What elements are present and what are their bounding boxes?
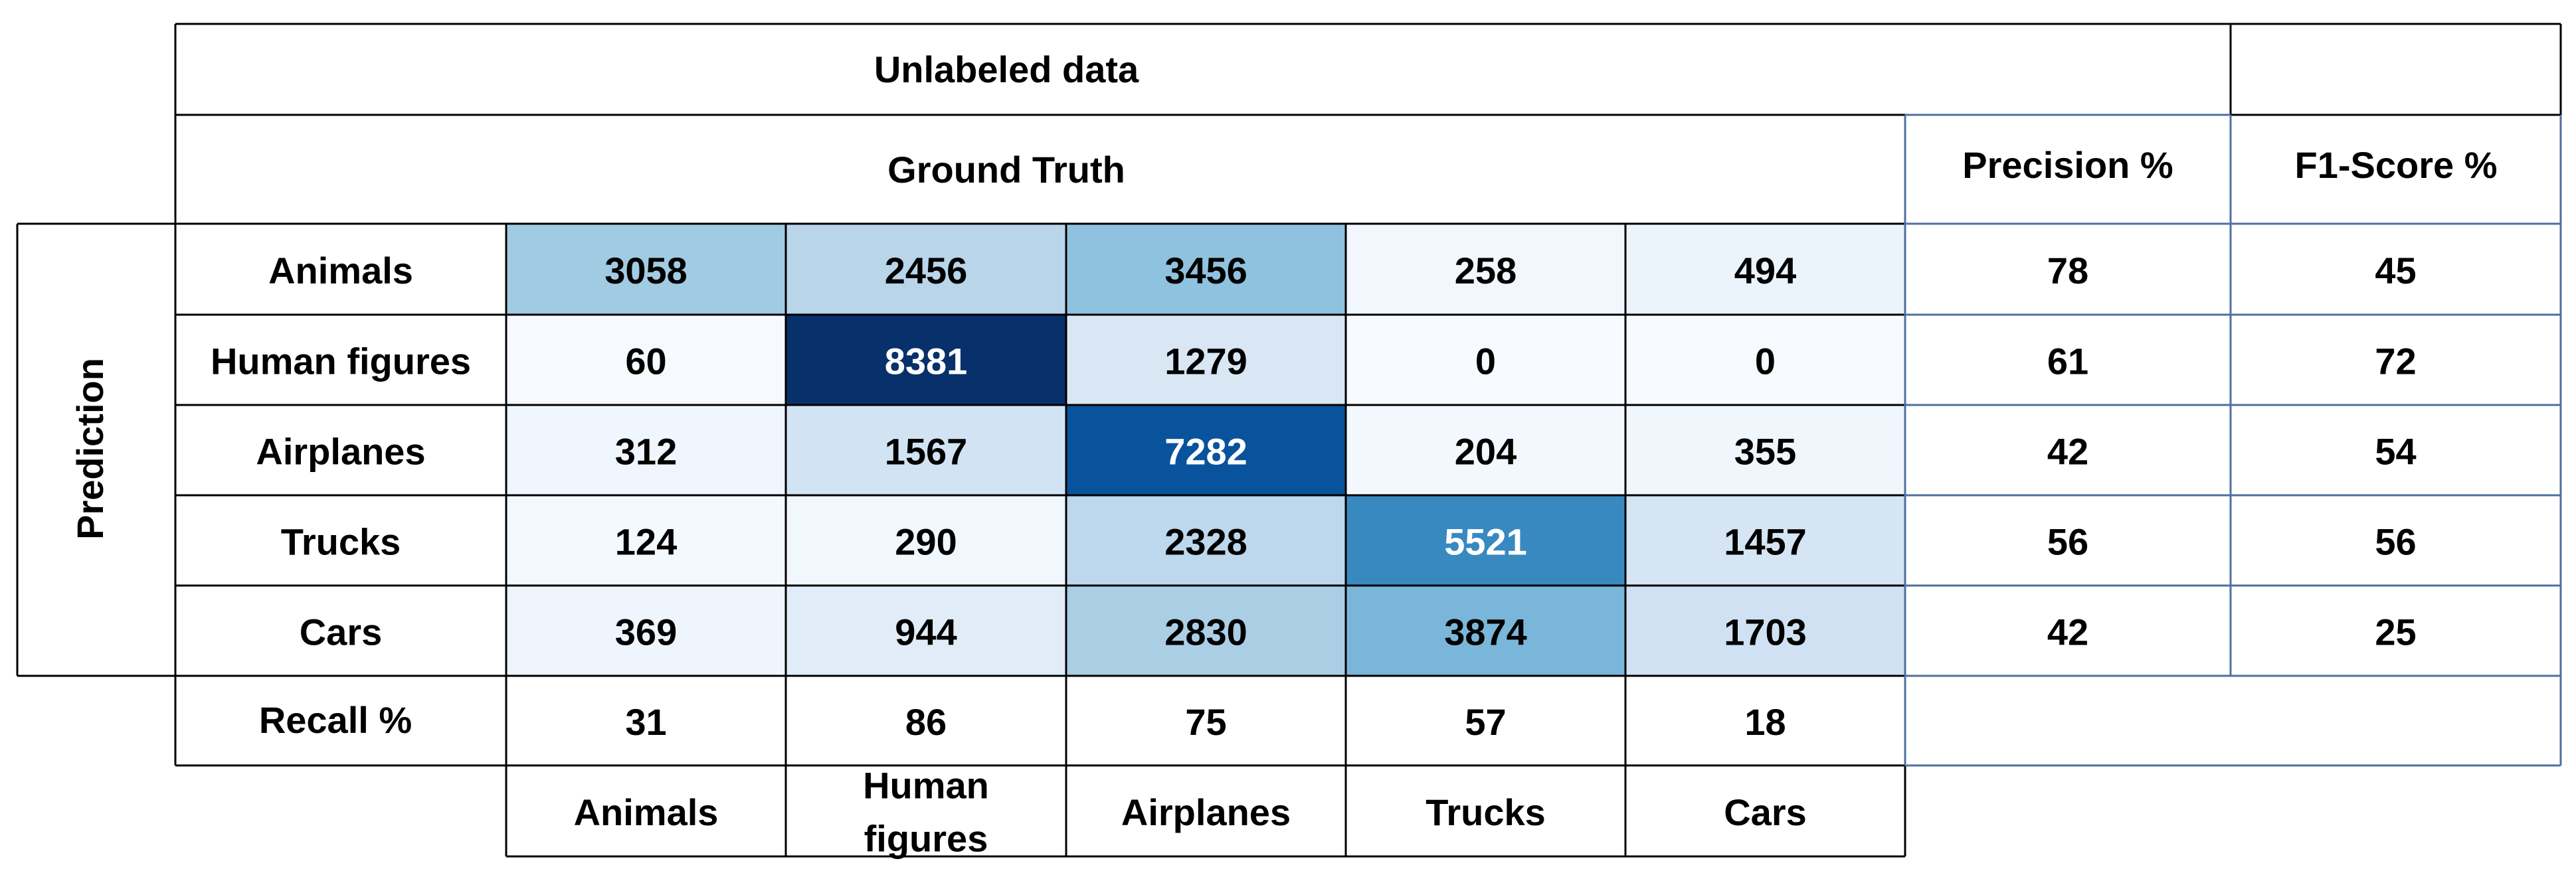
cell-value: 2456 <box>885 250 968 291</box>
row-label: Cars <box>300 611 383 653</box>
cell-value: 3058 <box>604 250 688 291</box>
cell-value: 2328 <box>1164 521 1247 563</box>
f1-score-value: 25 <box>2375 611 2416 653</box>
heatmap-cell <box>1346 405 1625 495</box>
recall-value: 75 <box>1185 701 1226 743</box>
cell-value: 7282 <box>1164 431 1247 473</box>
cell-value: 3456 <box>1164 250 1247 291</box>
precision-value: 56 <box>2047 521 2088 563</box>
table-title: Unlabeled data <box>874 48 1139 90</box>
cell-value: 124 <box>615 521 677 563</box>
cell-value: 8381 <box>885 341 968 382</box>
f1-score-value: 56 <box>2375 521 2416 563</box>
heatmap-cell <box>506 405 786 495</box>
recall-value: 86 <box>905 701 947 743</box>
heatmap-cell <box>1625 495 1905 586</box>
heatmap-cell <box>506 586 786 676</box>
row-label: Animals <box>268 250 413 291</box>
cell-value: 0 <box>1475 341 1496 382</box>
heatmap-cell <box>1625 405 1905 495</box>
cell-value: 258 <box>1455 250 1517 291</box>
heatmap-cell <box>1346 315 1625 405</box>
column-label: Trucks <box>1426 791 1546 833</box>
precision-value: 61 <box>2047 341 2088 382</box>
cell-value: 1703 <box>1724 611 1807 653</box>
heatmap-cell <box>506 315 786 405</box>
cell-value: 2830 <box>1164 611 1247 653</box>
heatmap-cell <box>506 224 786 315</box>
f1-score-value: 54 <box>2375 431 2416 473</box>
cell-value: 204 <box>1455 431 1517 473</box>
heatmap-cell <box>1066 224 1346 315</box>
column-label: Airplanes <box>1121 791 1291 833</box>
cell-value: 1457 <box>1724 521 1807 563</box>
heatmap-cell <box>1066 586 1346 676</box>
cell-value: 369 <box>615 611 677 653</box>
row-label: Trucks <box>281 521 401 563</box>
recall-value: 18 <box>1744 701 1786 743</box>
f1-score-header: F1-Score % <box>2295 144 2498 186</box>
heatmap-cell <box>1346 495 1625 586</box>
heatmap-cell <box>1066 405 1346 495</box>
cell-value: 494 <box>1734 250 1796 291</box>
heatmap-cell <box>1625 315 1905 405</box>
heatmap-cell <box>506 495 786 586</box>
heatmap-cell <box>1066 315 1346 405</box>
heatmap-cell <box>786 586 1066 676</box>
heatmap-cell <box>1066 495 1346 586</box>
precision-header: Precision % <box>1962 144 2173 186</box>
column-label: Animals <box>574 791 719 833</box>
f1-score-value: 72 <box>2375 341 2416 382</box>
column-label: Human <box>863 765 989 807</box>
heatmap-cell <box>1625 586 1905 676</box>
heatmap-cell <box>786 315 1066 405</box>
heatmap-cell <box>786 224 1066 315</box>
cell-value: 355 <box>1734 431 1796 473</box>
fills-layer <box>506 224 1905 676</box>
cell-value: 290 <box>895 521 957 563</box>
cell-value: 5521 <box>1444 521 1527 563</box>
column-label: Cars <box>1724 791 1807 833</box>
cell-value: 0 <box>1755 341 1776 382</box>
row-group-label: Prediction <box>69 358 111 540</box>
heatmap-cell <box>1346 224 1625 315</box>
cell-value: 312 <box>615 431 677 473</box>
precision-value: 42 <box>2047 611 2088 653</box>
recall-label: Recall % <box>259 699 412 741</box>
lines-layer <box>16 23 2562 858</box>
cell-value: 1279 <box>1164 341 1247 382</box>
cell-value: 60 <box>625 341 666 382</box>
column-label: figures <box>864 818 988 860</box>
heatmap-cell <box>786 405 1066 495</box>
f1-score-value: 45 <box>2375 250 2416 291</box>
heatmap-cell <box>1625 224 1905 315</box>
cell-value: 3874 <box>1444 611 1527 653</box>
recall-value: 31 <box>625 701 666 743</box>
heatmap-cell <box>1346 586 1625 676</box>
precision-value: 78 <box>2047 250 2088 291</box>
heatmap-cell <box>786 495 1066 586</box>
row-label: Human figures <box>211 341 471 382</box>
precision-value: 42 <box>2047 431 2088 473</box>
row-label: Airplanes <box>256 431 425 473</box>
recall-value: 57 <box>1465 701 1506 743</box>
column-group-label: Ground Truth <box>887 149 1125 191</box>
cell-value: 944 <box>895 611 957 653</box>
cell-value: 1567 <box>885 431 968 473</box>
